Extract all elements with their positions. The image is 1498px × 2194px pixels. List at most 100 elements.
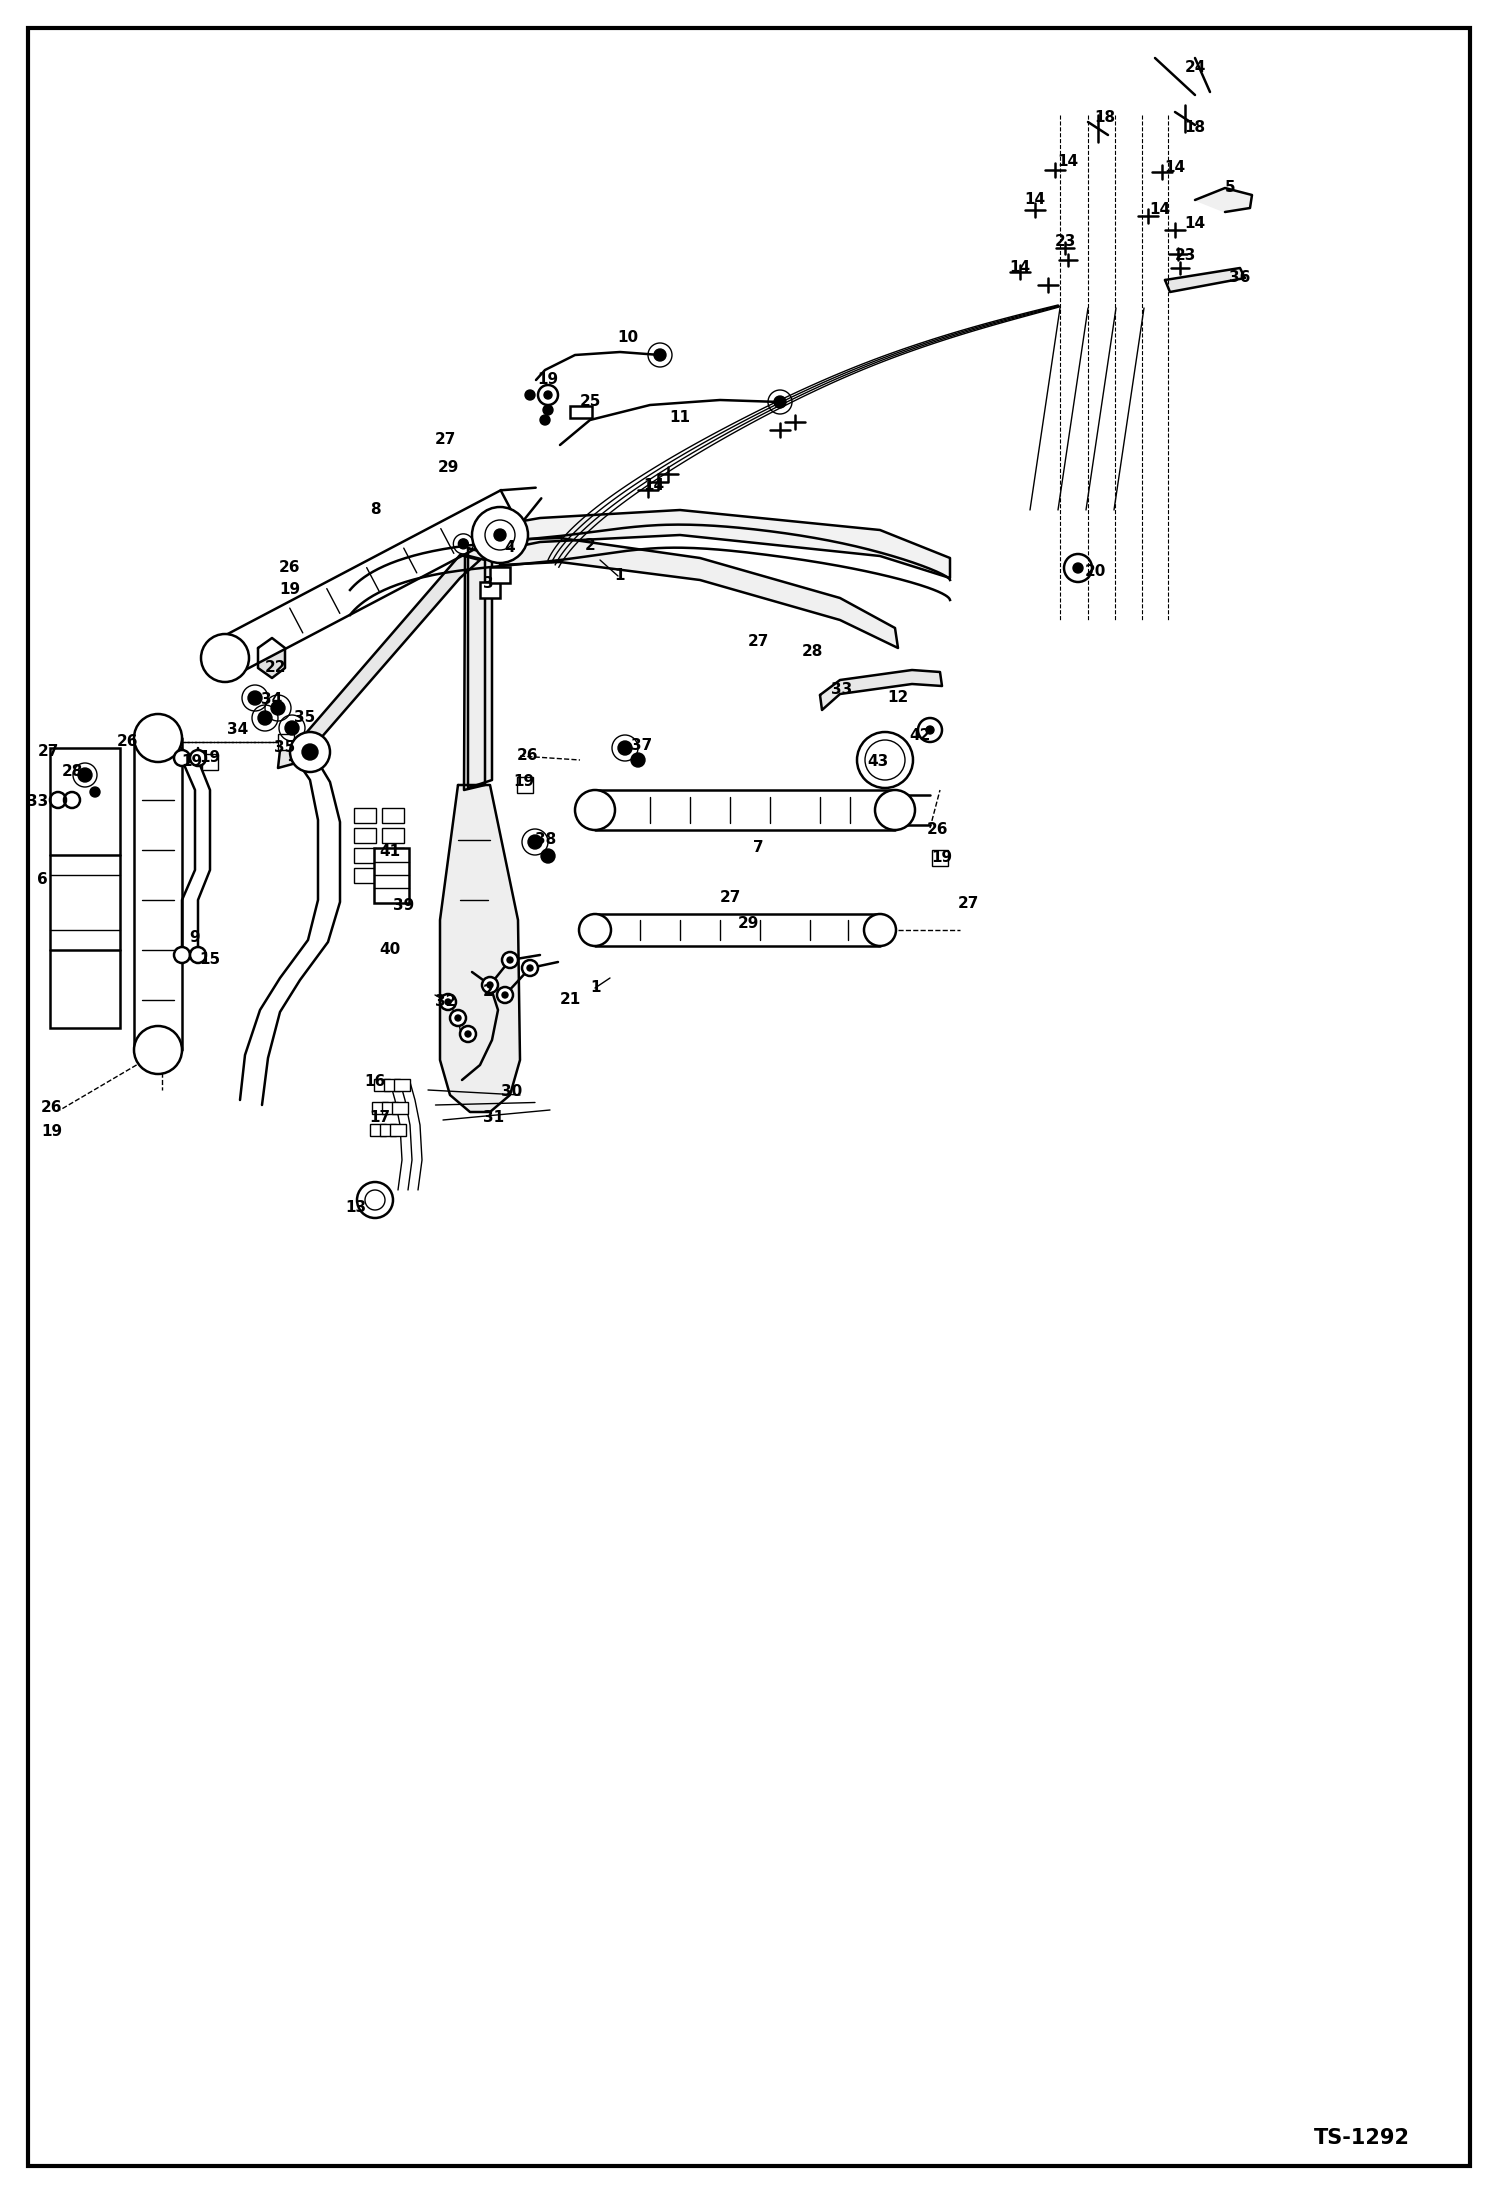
Circle shape (580, 915, 611, 946)
Circle shape (90, 788, 100, 796)
Text: 29: 29 (737, 917, 758, 932)
Circle shape (527, 836, 542, 849)
Bar (932, 849, 948, 867)
Text: 26: 26 (517, 748, 539, 764)
Bar (389, 1123, 406, 1136)
Text: 10: 10 (617, 331, 638, 344)
Circle shape (631, 753, 646, 768)
Polygon shape (1195, 189, 1252, 213)
Circle shape (575, 790, 616, 829)
Polygon shape (464, 555, 485, 790)
Text: 19: 19 (42, 1126, 63, 1139)
Bar (382, 849, 404, 862)
Circle shape (541, 849, 554, 862)
Circle shape (440, 994, 455, 1009)
Circle shape (875, 790, 915, 829)
Text: 5: 5 (1225, 180, 1236, 195)
Circle shape (201, 634, 249, 682)
Bar (354, 807, 376, 823)
Text: 14: 14 (1010, 261, 1031, 276)
Text: 19: 19 (199, 750, 220, 766)
Text: 16: 16 (364, 1075, 385, 1090)
Circle shape (291, 733, 330, 772)
Text: 14: 14 (1164, 160, 1185, 176)
Text: 41: 41 (379, 845, 400, 860)
Bar (383, 1079, 400, 1090)
Circle shape (538, 384, 557, 406)
Circle shape (527, 965, 533, 972)
Bar (571, 406, 592, 419)
Text: 27: 27 (37, 744, 58, 759)
Text: 14: 14 (644, 478, 665, 494)
Bar (49, 748, 120, 1029)
Text: 36: 36 (1230, 270, 1251, 285)
Polygon shape (500, 538, 897, 647)
Circle shape (357, 1183, 392, 1218)
Bar (354, 849, 376, 862)
Text: 26: 26 (927, 823, 948, 838)
Text: 21: 21 (559, 992, 581, 1007)
Text: 28: 28 (801, 645, 822, 660)
Text: 24: 24 (1185, 61, 1206, 75)
Text: 43: 43 (867, 755, 888, 770)
Circle shape (774, 395, 786, 408)
Polygon shape (440, 785, 520, 1112)
Text: 27: 27 (957, 897, 978, 911)
Circle shape (133, 1027, 181, 1075)
Bar (490, 566, 509, 584)
Circle shape (190, 948, 207, 963)
Circle shape (539, 415, 550, 426)
Text: 25: 25 (580, 395, 601, 410)
Circle shape (494, 529, 506, 542)
Bar (382, 807, 404, 823)
Text: 38: 38 (535, 832, 557, 847)
Bar (380, 1123, 395, 1136)
Text: 23: 23 (1174, 248, 1195, 263)
Text: 30: 30 (502, 1084, 523, 1099)
Bar (354, 869, 376, 882)
Circle shape (502, 952, 518, 968)
Circle shape (502, 992, 508, 998)
Text: 14: 14 (1058, 154, 1079, 169)
Text: 15: 15 (199, 952, 220, 968)
Polygon shape (279, 555, 479, 768)
Text: 3: 3 (482, 577, 493, 592)
Bar (370, 1123, 386, 1136)
Bar (382, 827, 404, 842)
Text: 11: 11 (670, 410, 691, 426)
Polygon shape (819, 669, 942, 711)
Text: 39: 39 (394, 900, 415, 913)
Text: 1: 1 (614, 568, 625, 584)
Text: 22: 22 (264, 660, 286, 676)
Text: 33: 33 (831, 682, 852, 698)
Text: 18: 18 (1095, 110, 1116, 125)
Circle shape (271, 702, 285, 715)
Text: 2: 2 (482, 985, 493, 1000)
Circle shape (544, 391, 551, 399)
Bar (392, 1101, 407, 1115)
Circle shape (524, 391, 535, 399)
Text: 4: 4 (505, 540, 515, 555)
Text: 20: 20 (1085, 564, 1106, 579)
Circle shape (464, 1031, 470, 1038)
Circle shape (506, 957, 512, 963)
Text: 7: 7 (752, 840, 764, 856)
Circle shape (460, 1027, 476, 1042)
Text: 13: 13 (346, 1200, 367, 1215)
Circle shape (619, 742, 632, 755)
Bar (382, 1101, 398, 1115)
Circle shape (864, 915, 896, 946)
Circle shape (655, 349, 667, 362)
Text: 35: 35 (274, 742, 295, 755)
Circle shape (285, 722, 300, 735)
Text: 26: 26 (42, 1101, 63, 1115)
Text: 27: 27 (748, 634, 768, 649)
Circle shape (542, 406, 553, 415)
Circle shape (521, 961, 538, 976)
Text: 37: 37 (631, 739, 653, 753)
Text: 14: 14 (1149, 202, 1170, 217)
Polygon shape (595, 790, 894, 829)
Text: 8: 8 (370, 502, 380, 518)
Text: 12: 12 (887, 691, 909, 706)
Text: 34: 34 (261, 693, 283, 706)
